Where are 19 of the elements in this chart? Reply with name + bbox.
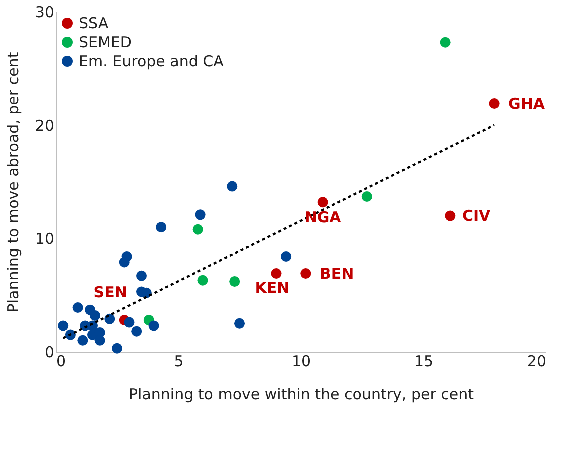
annotation: CIV xyxy=(462,207,492,225)
y-tick-label: 30 xyxy=(35,4,54,22)
x-tick-label: 20 xyxy=(527,352,546,370)
x-tick-label: 10 xyxy=(292,352,312,370)
x-tick-label: 5 xyxy=(174,352,184,370)
y-tick-label: 20 xyxy=(35,116,54,135)
y-tick-label: 10 xyxy=(35,230,54,248)
x-tick-label: 15 xyxy=(414,352,434,370)
x-axis-title: Planning to move within the country, per cent xyxy=(129,386,474,404)
legend-label: Em. Europe and CA xyxy=(79,52,225,70)
annotation: KEN xyxy=(255,278,290,297)
x-tick-label: 0 xyxy=(56,352,66,370)
annotation: SEN xyxy=(94,283,128,302)
legend-label: SEMED xyxy=(79,34,132,52)
annotation: BEN xyxy=(320,264,354,283)
y-axis-title: Planning to move abroad, per cent xyxy=(4,52,22,313)
legend-label: SSA xyxy=(79,14,110,32)
annotation: GHA xyxy=(508,94,546,113)
annotation: NGA xyxy=(304,208,342,226)
